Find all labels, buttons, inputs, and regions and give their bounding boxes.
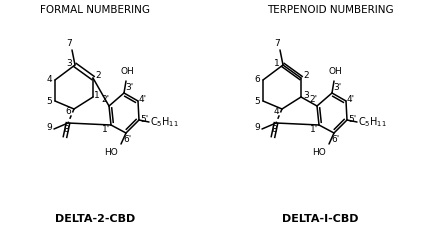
Text: 9: 9 (254, 123, 260, 131)
Text: 1': 1' (310, 126, 318, 134)
Text: 5': 5' (140, 116, 148, 124)
Text: 8: 8 (271, 124, 277, 134)
Text: FORMAL NUMBERING: FORMAL NUMBERING (40, 5, 150, 15)
Text: 3': 3' (125, 83, 133, 93)
Text: 5': 5' (348, 116, 356, 124)
Text: DELTA-I-CBD: DELTA-I-CBD (282, 214, 358, 224)
Text: HO: HO (104, 148, 118, 157)
Text: 3: 3 (303, 90, 309, 99)
Text: 6': 6' (331, 134, 339, 144)
Text: 1: 1 (274, 58, 280, 68)
Text: 4: 4 (273, 107, 279, 116)
Text: C$_5$H$_{11}$: C$_5$H$_{11}$ (358, 115, 387, 129)
Text: 2: 2 (303, 71, 309, 79)
Text: DELTA-2-CBD: DELTA-2-CBD (55, 214, 135, 224)
Text: 3': 3' (333, 83, 341, 93)
Text: 3: 3 (66, 58, 72, 68)
Text: 4: 4 (46, 75, 52, 85)
Text: 8: 8 (63, 124, 69, 134)
Text: C$_5$H$_{11}$: C$_5$H$_{11}$ (150, 115, 179, 129)
Text: OH: OH (328, 67, 342, 76)
Text: 6': 6' (123, 134, 131, 144)
Text: 4': 4' (139, 96, 147, 104)
Text: HO: HO (312, 148, 326, 157)
Text: 4': 4' (347, 96, 355, 104)
Text: 5: 5 (46, 96, 52, 106)
Text: 9: 9 (46, 123, 52, 131)
Text: 2': 2' (309, 96, 317, 104)
Text: TERPENOID NUMBERING: TERPENOID NUMBERING (267, 5, 393, 15)
Text: 7: 7 (274, 40, 280, 48)
Text: 1': 1' (102, 126, 110, 134)
Text: 7: 7 (66, 40, 72, 48)
Text: 2: 2 (95, 71, 101, 79)
Text: 6: 6 (254, 75, 260, 85)
Text: 2': 2' (101, 96, 109, 104)
Text: OH: OH (120, 67, 134, 76)
Text: 5: 5 (254, 96, 260, 106)
Text: 6: 6 (65, 107, 71, 116)
Text: 1: 1 (94, 90, 100, 99)
